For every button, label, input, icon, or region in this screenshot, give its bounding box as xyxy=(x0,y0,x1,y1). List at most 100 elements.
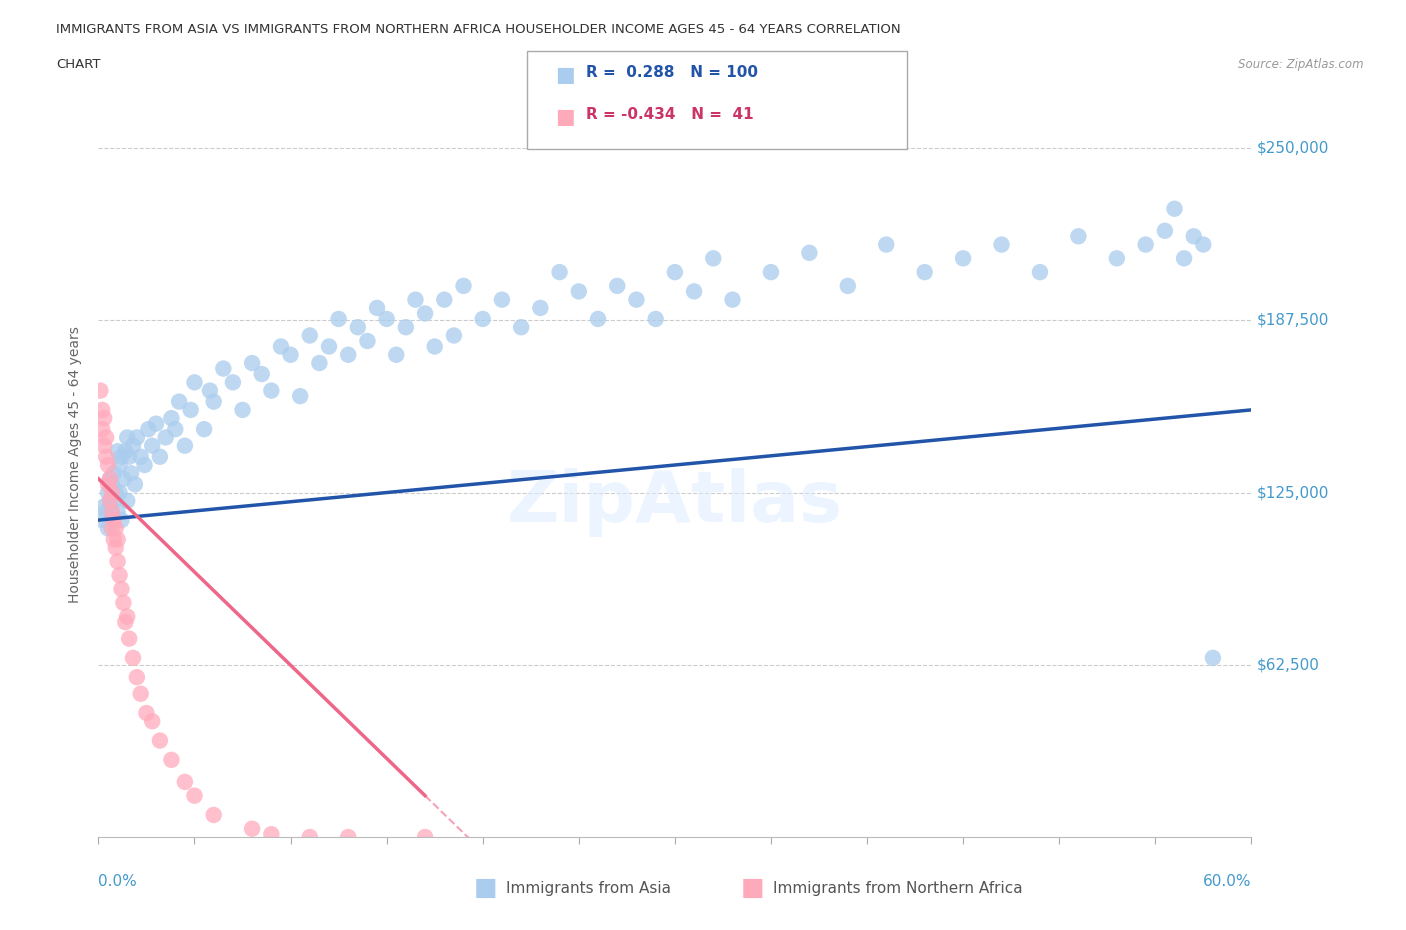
Text: R = -0.434   N =  41: R = -0.434 N = 41 xyxy=(586,107,754,122)
Point xyxy=(114,444,136,458)
Point xyxy=(155,430,177,445)
Point xyxy=(1173,251,1195,266)
Point xyxy=(174,775,197,790)
Point xyxy=(202,807,225,822)
Text: $125,000: $125,000 xyxy=(1257,485,1330,500)
Text: $187,500: $187,500 xyxy=(1257,312,1330,328)
Point xyxy=(586,312,609,326)
Point xyxy=(91,512,114,527)
Point xyxy=(290,389,312,404)
Point xyxy=(97,477,120,492)
Point xyxy=(125,670,148,684)
Point xyxy=(108,485,131,500)
Point xyxy=(337,347,360,362)
Point xyxy=(103,532,125,547)
Text: ■: ■ xyxy=(555,107,575,127)
Point xyxy=(202,394,225,409)
Point xyxy=(118,449,141,464)
Point xyxy=(107,504,129,519)
Point xyxy=(183,375,205,390)
Point xyxy=(93,498,115,513)
Point xyxy=(1105,251,1128,266)
Point xyxy=(231,403,254,418)
Point xyxy=(375,312,398,326)
Point xyxy=(395,320,418,335)
Point xyxy=(160,752,183,767)
Text: ZipAtlas: ZipAtlas xyxy=(508,468,842,537)
Point xyxy=(118,631,141,646)
Point xyxy=(198,383,221,398)
Point xyxy=(124,477,146,492)
Point xyxy=(101,477,124,492)
Point xyxy=(1135,237,1157,252)
Point xyxy=(149,733,172,748)
Point xyxy=(107,532,129,547)
Point xyxy=(117,430,138,445)
Point xyxy=(250,366,273,381)
Text: Immigrants from Asia: Immigrants from Asia xyxy=(506,881,671,896)
Point xyxy=(122,650,145,665)
Point xyxy=(183,789,205,804)
Point xyxy=(952,251,974,266)
Point xyxy=(91,403,114,418)
Point xyxy=(98,472,121,486)
Point xyxy=(94,449,117,464)
Point xyxy=(97,458,120,472)
Text: Source: ZipAtlas.com: Source: ZipAtlas.com xyxy=(1239,58,1364,71)
Text: IMMIGRANTS FROM ASIA VS IMMIGRANTS FROM NORTHERN AFRICA HOUSEHOLDER INCOME AGES : IMMIGRANTS FROM ASIA VS IMMIGRANTS FROM … xyxy=(56,23,901,36)
Point xyxy=(260,383,283,398)
Point xyxy=(471,312,494,326)
Point xyxy=(94,430,117,445)
Point xyxy=(104,540,127,555)
Point xyxy=(101,504,124,519)
Point xyxy=(222,375,245,390)
Point xyxy=(548,265,571,280)
Point xyxy=(1067,229,1090,244)
Point xyxy=(433,292,456,307)
Point xyxy=(108,458,131,472)
Point xyxy=(606,278,628,293)
Point xyxy=(1163,201,1185,216)
Point xyxy=(423,339,446,354)
Point xyxy=(308,355,330,370)
Point xyxy=(97,485,120,500)
Point xyxy=(129,686,152,701)
Point xyxy=(990,237,1012,252)
Point xyxy=(134,458,156,472)
Point xyxy=(240,821,263,836)
Point xyxy=(174,438,197,453)
Point xyxy=(644,312,666,326)
Point xyxy=(1029,265,1052,280)
Point xyxy=(328,312,350,326)
Point xyxy=(122,438,145,453)
Point xyxy=(114,615,136,630)
Point xyxy=(626,292,648,307)
Point xyxy=(318,339,340,354)
Point xyxy=(117,494,138,509)
Point xyxy=(1192,237,1215,252)
Point xyxy=(1154,223,1177,238)
Point xyxy=(110,512,132,527)
Point xyxy=(120,466,142,481)
Point xyxy=(702,251,724,266)
Point xyxy=(270,339,292,354)
Text: ■: ■ xyxy=(741,876,763,900)
Point xyxy=(356,334,378,349)
Point xyxy=(149,449,172,464)
Text: 60.0%: 60.0% xyxy=(1204,874,1251,889)
Point xyxy=(443,328,465,343)
Text: Immigrants from Northern Africa: Immigrants from Northern Africa xyxy=(773,881,1024,896)
Point xyxy=(837,278,859,293)
Point xyxy=(721,292,744,307)
Point xyxy=(160,411,183,426)
Point xyxy=(103,512,125,527)
Point xyxy=(98,494,121,509)
Point xyxy=(260,827,283,842)
Point xyxy=(104,485,127,500)
Point xyxy=(103,466,125,481)
Text: $250,000: $250,000 xyxy=(1257,140,1330,155)
Point xyxy=(280,347,302,362)
Point xyxy=(97,521,120,536)
Point xyxy=(1182,229,1205,244)
Point xyxy=(568,284,591,299)
